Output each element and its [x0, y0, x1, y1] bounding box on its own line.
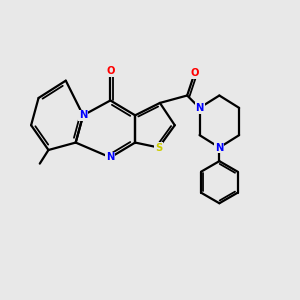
- Text: O: O: [190, 68, 199, 78]
- Text: S: S: [155, 142, 162, 152]
- Text: O: O: [106, 66, 115, 76]
- Text: N: N: [106, 152, 115, 162]
- Text: N: N: [79, 110, 87, 120]
- Text: N: N: [195, 103, 204, 113]
- Text: N: N: [215, 142, 224, 152]
